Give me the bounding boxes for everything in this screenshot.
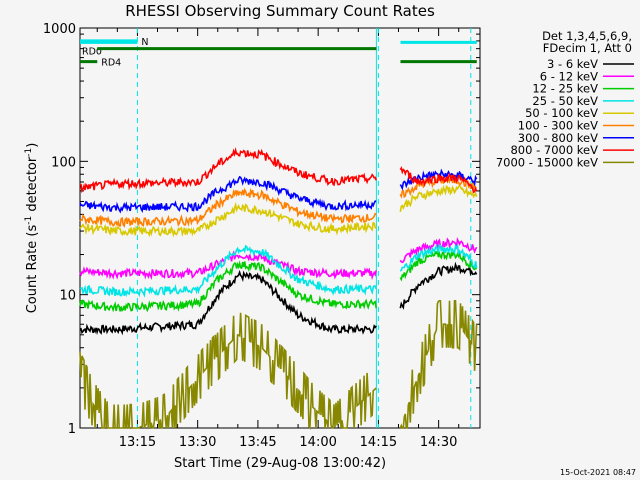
series-line-1 bbox=[399, 248, 478, 282]
flag-label-N: N bbox=[141, 37, 148, 48]
legend-header-line1: Det 1,3,4,5,6,9, bbox=[542, 29, 632, 43]
series-group bbox=[79, 147, 478, 431]
series-line-0 bbox=[79, 187, 377, 228]
x-tick-label-13:30: 13:30 bbox=[179, 435, 216, 450]
timestamp: 15-Oct-2021 08:47 bbox=[560, 468, 636, 477]
flag-bars: RD0 N RD4 bbox=[80, 37, 477, 69]
flag-label-RD0: RD0 bbox=[82, 46, 102, 57]
legend-label-4: 50 - 100 keV bbox=[525, 106, 598, 120]
series-line-1 bbox=[399, 300, 478, 429]
series-3-6keV bbox=[79, 261, 478, 336]
series-line-0 bbox=[79, 175, 377, 214]
legend-header-line2: FDecim 1, Att 0 bbox=[543, 41, 632, 55]
x-tick-label-14:00: 14:00 bbox=[299, 435, 336, 450]
series-line-1 bbox=[399, 236, 478, 264]
series-line-0 bbox=[79, 244, 377, 298]
legend-label-2: 12 - 25 keV bbox=[532, 82, 598, 96]
legend-label-5: 100 - 300 keV bbox=[518, 119, 598, 133]
legend-label-1: 6 - 12 keV bbox=[540, 69, 598, 83]
series-line-0 bbox=[79, 269, 377, 336]
legend-label-7: 800 - 7000 keV bbox=[510, 143, 598, 157]
x-tick-label-13:45: 13:45 bbox=[239, 435, 276, 450]
x-tick-label-14:15: 14:15 bbox=[360, 435, 397, 450]
legend-label-6: 300 - 800 keV bbox=[518, 131, 598, 145]
x-axis-label: Start Time (29-Aug-08 13:00:42) bbox=[174, 456, 386, 471]
y-tick-label-100: 100 bbox=[51, 155, 76, 170]
series-12-25keV bbox=[79, 248, 478, 313]
y-tick-label-10: 10 bbox=[59, 289, 76, 304]
chart-title: RHESSI Observing Summary Count Rates bbox=[125, 2, 435, 20]
series-line-1 bbox=[399, 242, 478, 272]
y-label-mid: detector bbox=[25, 156, 40, 216]
x-tick-label-13:15: 13:15 bbox=[119, 435, 156, 450]
y-label-main: Count Rate (s bbox=[25, 225, 40, 314]
x-tick-label-14:30: 14:30 bbox=[420, 435, 457, 450]
y-tick-label-1: 1 bbox=[68, 422, 76, 437]
y-label-sup1: -1 bbox=[24, 216, 34, 225]
flag-label-RD4: RD4 bbox=[101, 58, 121, 69]
series-line-1 bbox=[399, 166, 478, 194]
series-line-0 bbox=[79, 312, 377, 431]
y-label-sup2: -1 bbox=[24, 148, 34, 157]
legend-label-0: 3 - 6 keV bbox=[547, 57, 598, 71]
legend-label-3: 25 - 50 keV bbox=[532, 94, 598, 108]
series-line-1 bbox=[399, 184, 478, 213]
series-line-1 bbox=[399, 261, 478, 310]
series-50-100keV bbox=[79, 184, 478, 238]
y-label-end: ) bbox=[25, 143, 40, 148]
series-line-0 bbox=[79, 201, 377, 238]
y-tick-label-1000: 1000 bbox=[43, 22, 76, 37]
series-line-0 bbox=[79, 147, 377, 194]
series-7000-15000keV bbox=[79, 300, 478, 431]
y-axis-label: Count Rate (s-1 detector-1) bbox=[24, 143, 40, 314]
series-800-7000keV bbox=[79, 147, 478, 194]
legend-label-8: 7000 - 15000 keV bbox=[496, 155, 598, 169]
series-25-50keV bbox=[79, 242, 478, 298]
axes: 13:15 13:30 13:45 14:00 14:15 14:30 1 10 100 1000 bbox=[43, 22, 480, 450]
series-line-0 bbox=[79, 260, 377, 313]
series-300-800keV bbox=[79, 168, 478, 214]
